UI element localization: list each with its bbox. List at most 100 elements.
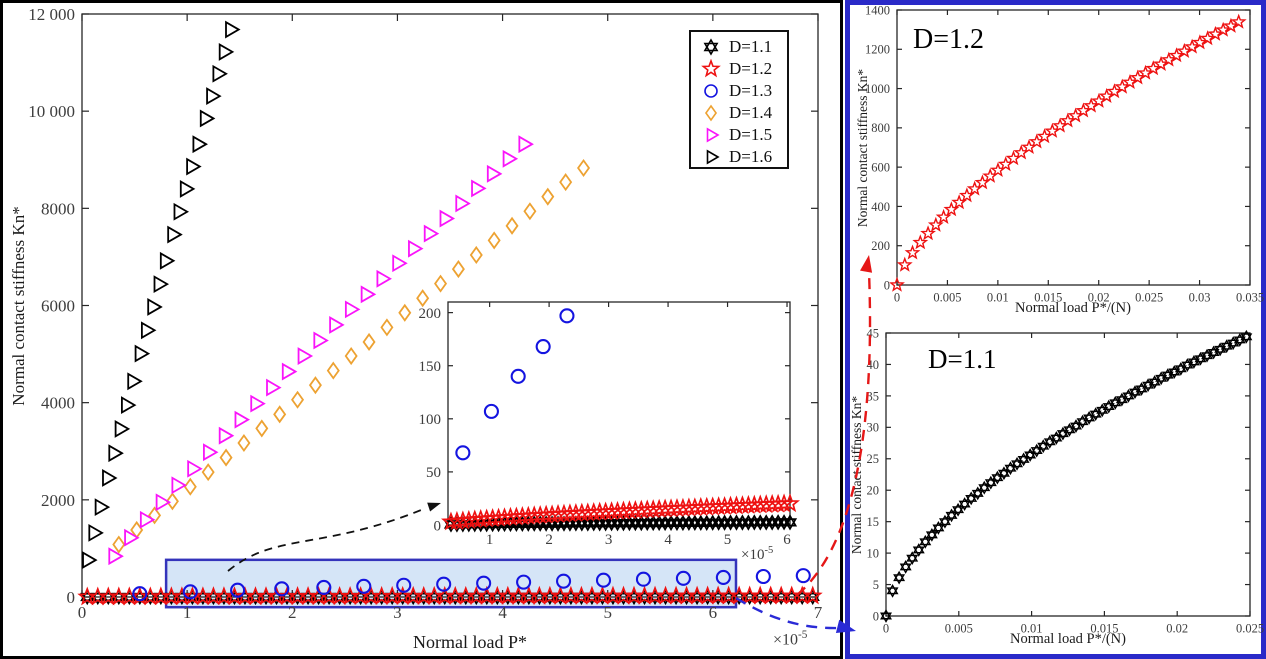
series-D=1.2 [889, 13, 1247, 292]
d11-corner-label: D=1.1 [928, 344, 997, 374]
x-tick-label: 0.025 [1135, 291, 1163, 305]
x-tick-label: 2 [288, 603, 297, 622]
y-tick-label: 0 [873, 609, 879, 623]
x-tick-label: 4 [498, 603, 507, 622]
series-D=1.2 [77, 585, 823, 606]
x-tick-label: 0.005 [933, 291, 961, 305]
legend-label: D=1.3 [729, 81, 773, 100]
d12-corner-label: D=1.2 [913, 24, 985, 55]
y-tick-label: 25 [867, 452, 880, 466]
series-D=1.1 [880, 329, 1253, 623]
legend-label: D=1.5 [729, 125, 773, 144]
main-xaxis-label: Normal load P* [413, 632, 527, 652]
axes: 1 2 3 4 5 6 0 50 100 150 200 [419, 301, 791, 548]
legend-label: D=1.4 [729, 103, 773, 122]
y-tick-label: 200 [871, 239, 890, 253]
legend-item-d1.1: D=1.1 [699, 36, 787, 58]
legend-marker-pentagram-icon [701, 58, 721, 78]
y-tick-label: 10 [867, 546, 880, 560]
x-tick-label: 0.01 [1021, 622, 1043, 636]
legend-label: D=1.2 [729, 59, 773, 78]
legend-marker-triangle-right-icon [706, 127, 720, 143]
x-tick-label: 0.015 [1090, 622, 1118, 636]
d12-yaxis-label: Normal contact stiffness Kn* [855, 68, 870, 228]
x-tick-label: 0.03 [1189, 291, 1211, 305]
y-tick-label: 4000 [41, 394, 75, 413]
y-tick-label: 800 [871, 121, 890, 135]
d11-xaxis-label: Normal load P*/(N) [1010, 631, 1126, 647]
y-tick-label: 40 [867, 358, 880, 372]
legend: D=1.1 D=1.2 D=1.3 D=1.4 D=1.5 D=1.6 [689, 30, 789, 169]
y-tick-label: 15 [867, 515, 880, 529]
x-tick-label: 0.015 [1034, 291, 1062, 305]
main-x-exponent: ×10-5 [773, 629, 808, 649]
x-tick-label: 1 [183, 603, 192, 622]
legend-marker-circle-icon [704, 84, 718, 98]
legend-label: D=1.1 [729, 37, 773, 56]
main-yaxis-label: Normal contact stiffness Kn* [9, 206, 28, 406]
x-tick-label: 6 [783, 532, 791, 548]
x-tick-label: 3 [393, 603, 402, 622]
y-tick-label: 1200 [865, 43, 890, 57]
y-tick-label: 5 [873, 578, 879, 592]
y-tick-label: 1400 [865, 3, 890, 17]
series-D=1.4 [112, 158, 591, 554]
legend-item-d1.5: D=1.5 [699, 124, 787, 146]
x-tick-label: 0.01 [987, 291, 1009, 305]
y-tick-label: 600 [871, 161, 890, 175]
legend-marker-hexagram-icon [703, 38, 719, 56]
y-tick-label: 200 [419, 306, 442, 322]
legend-label: D=1.6 [729, 147, 773, 166]
d11-yaxis-label: Normal contact stiffness Kn* [849, 395, 864, 555]
y-tick-label: 400 [871, 200, 890, 214]
legend-item-d1.4: D=1.4 [699, 102, 787, 124]
y-tick-label: 12 000 [28, 5, 75, 24]
y-tick-label: 1000 [865, 82, 890, 96]
axes: 0 0.005 0.01 0.015 0.02 0.025 0.03 0.035 0 200 400… [865, 3, 1264, 304]
y-tick-label: 30 [867, 421, 880, 435]
x-tick-label: 0.02 [1166, 622, 1188, 636]
legend-item-d1.2: D=1.2 [699, 58, 787, 80]
x-tick-label: 6 [709, 603, 718, 622]
y-tick-label: 50 [426, 465, 441, 481]
x-tick-label: 5 [603, 603, 612, 622]
y-tick-label: 0 [884, 278, 890, 292]
axes: 0 0.005 0.01 0.015 0.02 0.025 0 5 10 15 20 25 30 35 40… [867, 326, 1265, 635]
y-tick-label: 45 [867, 326, 880, 340]
x-tick-label: 0 [78, 603, 87, 622]
x-tick-label: 0.035 [1236, 291, 1264, 305]
x-tick-label: 0 [894, 291, 900, 305]
legend-item-d1.6: D=1.6 [699, 146, 787, 168]
y-tick-label: 20 [867, 484, 880, 498]
x-tick-label: 0 [883, 622, 889, 636]
y-tick-label: 6000 [41, 296, 75, 315]
series-D=1.2 [441, 493, 800, 531]
y-tick-label: 10 000 [28, 102, 75, 121]
x-tick-label: 3 [605, 532, 613, 548]
x-tick-label: 0.005 [945, 622, 973, 636]
y-tick-label: 8000 [41, 199, 75, 218]
x-tick-label: 0.02 [1088, 291, 1110, 305]
y-tick-label: 0 [67, 588, 76, 607]
y-tick-label: 100 [419, 412, 442, 428]
legend-item-d1.3: D=1.3 [699, 80, 787, 102]
legend-marker-triangle-right-icon [706, 149, 720, 165]
x-tick-label: 5 [724, 532, 732, 548]
series-D=1.5 [108, 135, 534, 566]
x-tick-label: 0.025 [1236, 622, 1264, 636]
series-D=1.6 [82, 20, 241, 569]
legend-marker-diamond-icon [704, 104, 718, 122]
inset-x-exponent: ×10-5 [741, 545, 774, 563]
x-tick-label: 2 [545, 532, 553, 548]
series-D=1.3 [455, 308, 575, 461]
y-tick-label: 0 [434, 518, 442, 534]
y-tick-label: 35 [867, 389, 880, 403]
d12-xaxis-label: Normal load P*/(N) [1015, 300, 1131, 316]
y-tick-label: 2000 [41, 491, 75, 510]
x-tick-label: 4 [664, 532, 672, 548]
